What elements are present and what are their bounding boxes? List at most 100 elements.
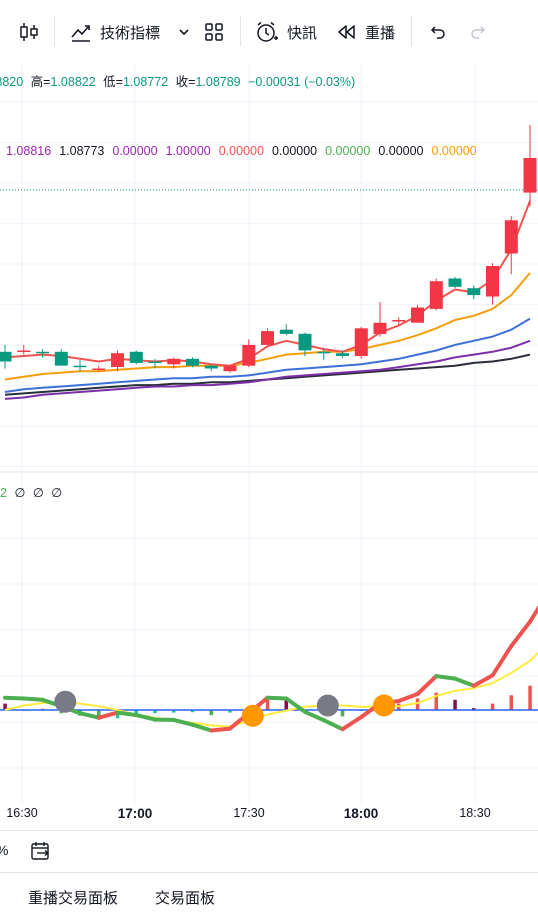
- replay-button[interactable]: 重播: [337, 0, 395, 64]
- oscillator-main-segment: [418, 676, 437, 694]
- histogram-bar: [285, 700, 289, 710]
- templates-button[interactable]: [204, 0, 224, 64]
- chevron-down-icon[interactable]: [178, 26, 190, 38]
- ohlc-legend: 1.08820 高=1.08822 低=1.08772 收=1.08789 −0…: [0, 71, 355, 90]
- candles: [0, 125, 537, 373]
- cross-marker: [54, 691, 76, 713]
- candle-body: [92, 369, 105, 371]
- ma-value: 1.08816: [6, 144, 51, 158]
- oscillator-main-segment: [511, 622, 530, 646]
- ma-value: 0.00000: [219, 144, 264, 158]
- ohlc-high-label: 高=: [31, 75, 51, 89]
- cross-marker: [373, 695, 395, 717]
- oscillator-main-segment: [493, 646, 512, 675]
- cross-marker: [317, 695, 339, 717]
- candle-body: [336, 353, 349, 356]
- histogram-bar: [528, 686, 532, 710]
- oscillator-main-segment: [136, 715, 155, 720]
- x-axis-label: 16:30: [6, 806, 37, 820]
- moving-averages: [5, 201, 530, 399]
- oscillator-prefix: 2: [0, 486, 7, 500]
- chart-grid: [0, 64, 538, 804]
- rewind-icon: [337, 22, 357, 42]
- candle-body: [411, 308, 424, 323]
- candle-body: [186, 359, 199, 366]
- redo-icon: [469, 22, 489, 42]
- ohlc-low: 1.08772: [123, 75, 168, 89]
- toolbar-divider: [54, 16, 55, 46]
- candle-body: [17, 351, 30, 353]
- oscillator-value: ∅: [51, 486, 62, 500]
- oscillator-main-segment: [343, 717, 362, 729]
- indicators-icon: [70, 21, 92, 43]
- chart-area[interactable]: 1.08820 高=1.08822 低=1.08772 收=1.08789 −0…: [0, 64, 538, 830]
- oscillator-main-segment: [268, 698, 287, 699]
- alert-label: 快訊: [287, 22, 317, 43]
- chart-type-button[interactable]: [18, 0, 40, 64]
- ohlc-low-label: 低=: [103, 75, 123, 89]
- indicators-button[interactable]: 技術指標: [70, 0, 190, 64]
- ohlc-change: −0.00031 (−0.03%): [248, 75, 355, 89]
- candle-body: [299, 334, 312, 351]
- oscillator-main-segment: [80, 713, 99, 718]
- ma-line-purple: [5, 341, 530, 399]
- oscillator-main-segment: [436, 676, 455, 679]
- ohlc-open: 1.08820: [0, 75, 23, 89]
- candle-body: [317, 352, 330, 354]
- oscillator-main-segment: [455, 679, 474, 686]
- ma-value: 1.08773: [59, 144, 104, 158]
- oscillator-main-segment: [530, 592, 538, 622]
- tab-trading-panel[interactable]: 交易面板: [155, 887, 215, 908]
- chart-canvas[interactable]: [0, 64, 538, 830]
- calendar-arrow-icon: [30, 840, 52, 862]
- candle-body: [74, 366, 87, 368]
- histogram-bar: [510, 695, 514, 710]
- candle-body: [392, 320, 405, 322]
- candle-body: [486, 266, 499, 297]
- redo-button[interactable]: [469, 0, 489, 64]
- goto-date-button[interactable]: [30, 840, 52, 867]
- oscillator-main-segment: [99, 713, 118, 718]
- ohlc-close: 1.08789: [195, 75, 240, 89]
- bottom-toolbar: %: [0, 830, 538, 873]
- oscillator-value: ∅: [14, 486, 25, 500]
- candle-body: [524, 158, 537, 193]
- ohlc-close-label: 收=: [176, 75, 196, 89]
- percent-icon[interactable]: %: [0, 842, 8, 858]
- x-axis-label: 18:30: [459, 806, 490, 820]
- oscillator-main-segment: [174, 720, 193, 725]
- ma-line-black: [5, 355, 530, 395]
- grid-icon: [204, 22, 224, 42]
- panel-tabs: 重播交易面板 交易面板: [0, 872, 538, 915]
- oscillator-main-segment: [118, 713, 137, 716]
- ma-line-orange: [5, 273, 530, 380]
- candle-body: [224, 366, 237, 372]
- candle-body: [111, 353, 124, 367]
- x-axis-label: 17:30: [233, 806, 264, 820]
- toolbar-divider: [411, 16, 412, 46]
- candle-body: [242, 345, 255, 366]
- candle-body: [355, 328, 368, 356]
- oscillator-main-segment: [24, 699, 43, 700]
- undo-button[interactable]: [427, 0, 447, 64]
- ma-value: 0.00000: [432, 144, 477, 158]
- undo-icon: [427, 22, 447, 42]
- candles-icon: [18, 20, 40, 44]
- histogram-bar: [416, 699, 420, 711]
- histogram-bar: [453, 700, 457, 710]
- ma-value: 0.00000: [378, 144, 423, 158]
- tab-replay-trading-panel[interactable]: 重播交易面板: [28, 887, 118, 908]
- oscillator-legend: 2 ∅ ∅ ∅: [0, 485, 62, 500]
- candle-body: [130, 352, 143, 363]
- candle-body: [149, 362, 162, 364]
- indicators-label: 技術指標: [100, 22, 160, 43]
- candle-body: [430, 281, 443, 309]
- candle-body: [280, 330, 293, 334]
- oscillator-value: ∅: [33, 486, 44, 500]
- alert-button[interactable]: 快訊: [255, 0, 317, 64]
- toolbar-divider: [240, 16, 241, 46]
- candle-body: [55, 352, 68, 366]
- candle-body: [467, 288, 480, 295]
- ma-value: 0.00000: [325, 144, 370, 158]
- alarm-clock-icon: [255, 20, 279, 44]
